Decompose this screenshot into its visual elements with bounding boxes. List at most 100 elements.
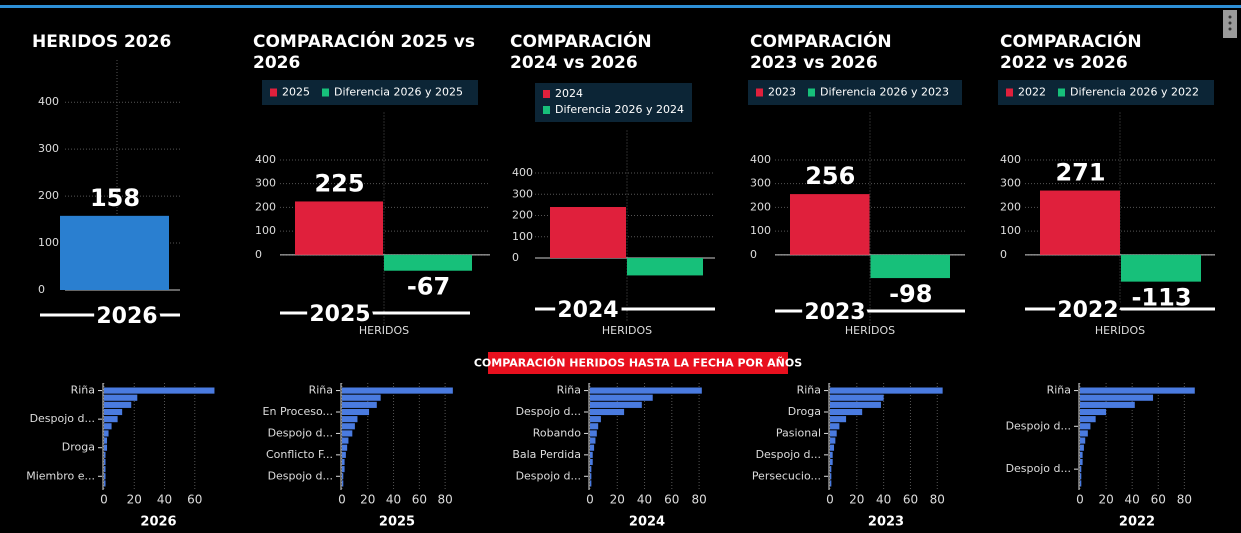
legend-swatch: [808, 88, 815, 97]
x-tick-label: 40: [157, 493, 172, 507]
bar: [342, 458, 345, 466]
data-label: -67: [407, 273, 450, 301]
bar: [342, 473, 344, 480]
chart-title: COMPARACIÓN: [510, 30, 652, 52]
bar: [590, 430, 597, 437]
x-tick-label: 0: [826, 493, 834, 507]
y-tick-label: Bala Perdida: [512, 448, 581, 461]
y-tick-label: Robando: [533, 426, 582, 439]
bar: [295, 201, 383, 255]
bar: [1080, 437, 1086, 444]
legend-swatch: [1058, 88, 1065, 97]
legend-swatch: [756, 88, 763, 97]
data-label: 256: [805, 162, 855, 190]
x-tick-label: 0: [1076, 493, 1084, 507]
bar: [830, 423, 840, 430]
bar: [1080, 473, 1082, 480]
y-tick-label: 300: [750, 177, 771, 190]
legend-swatch: [543, 90, 550, 98]
x-axis-title: HERIDOS: [845, 324, 895, 337]
y-tick-label: 200: [38, 189, 59, 202]
menu-dot: [1228, 27, 1232, 31]
bar: [627, 258, 703, 276]
bar: [830, 473, 832, 480]
legend-label: Diferencia 2026 y 2023: [820, 86, 949, 99]
y-tick-label: 100: [512, 230, 533, 243]
bar: [342, 444, 348, 451]
y-tick-label: 100: [1000, 224, 1021, 237]
y-tick-label: 400: [38, 95, 59, 108]
bar: [1080, 408, 1107, 416]
legend-box: [262, 80, 478, 105]
legend-label: Diferencia 2026 y 2025: [334, 86, 463, 99]
x-axis-title: HERIDOS: [1095, 324, 1145, 337]
y-tick-label: 0: [255, 248, 262, 261]
bar: [104, 423, 112, 430]
bar: [342, 466, 345, 473]
y-tick-label: 400: [255, 153, 276, 166]
y-tick-label: Despojo d...: [516, 469, 581, 482]
y-tick-label: Droga: [788, 405, 821, 418]
x-tick-label: 40: [637, 493, 652, 507]
x-tick-label: 20: [127, 493, 142, 507]
bar: [1040, 190, 1120, 255]
category-label: 2022: [1057, 298, 1118, 323]
y-tick-label: 200: [750, 200, 771, 213]
x-tick-label: 60: [664, 493, 679, 507]
legend-label: Diferencia 2026 y 2022: [1070, 86, 1199, 99]
bar: [342, 416, 358, 423]
bar: [104, 416, 118, 423]
bar: [550, 207, 626, 258]
top-border: [0, 5, 1241, 8]
x-axis-title: 2024: [629, 515, 665, 530]
x-tick-label: 0: [100, 493, 108, 507]
y-tick-label: 100: [38, 236, 59, 249]
bar: [104, 408, 123, 416]
y-tick-label: 300: [512, 187, 533, 200]
y-tick-label: Despojo d...: [516, 405, 581, 418]
x-axis-title: 2023: [868, 515, 904, 530]
y-tick-label: Despojo d...: [1006, 419, 1071, 432]
y-tick-label: Miembro e...: [26, 469, 95, 482]
bar: [342, 430, 353, 437]
bar: [590, 408, 625, 416]
category-label: 2026: [96, 304, 157, 329]
legend-swatch: [543, 106, 550, 114]
y-tick-label: Despojo d...: [30, 412, 95, 425]
data-label: -98: [889, 280, 932, 308]
y-tick-label: Despojo d...: [268, 426, 333, 439]
category-label: 2025: [309, 302, 370, 327]
x-tick-label: 40: [876, 493, 891, 507]
bar: [830, 466, 832, 473]
bar: [104, 466, 106, 473]
chart-title: HERIDOS 2026: [32, 32, 171, 52]
legend-label: 2025: [282, 86, 310, 99]
x-tick-label: 80: [691, 493, 706, 507]
y-tick-label: 0: [1000, 248, 1007, 261]
bar: [104, 451, 106, 458]
bar: [830, 387, 943, 394]
bar: [830, 480, 832, 487]
x-tick-label: 60: [1151, 493, 1166, 507]
bar: [1080, 430, 1088, 437]
bar: [384, 254, 472, 271]
legend-swatch: [270, 88, 277, 97]
y-tick-label: Conflicto F...: [266, 448, 333, 461]
bar: [104, 458, 106, 466]
bar: [342, 387, 453, 394]
y-tick-label: Despojo d...: [268, 469, 333, 482]
y-tick-label: 200: [512, 209, 533, 222]
bar: [590, 387, 702, 394]
bar: [104, 437, 108, 444]
chart-title: 2022 vs 2026: [1000, 53, 1128, 73]
bar: [104, 444, 108, 451]
bar: [1121, 254, 1201, 282]
y-tick-label: Droga: [62, 441, 95, 454]
bar: [104, 394, 138, 401]
legend-box: [998, 80, 1214, 105]
bar: [590, 423, 599, 430]
chart-title: COMPARACIÓN: [1000, 30, 1142, 52]
y-tick-label: 0: [38, 283, 45, 296]
data-label: 225: [314, 169, 364, 197]
